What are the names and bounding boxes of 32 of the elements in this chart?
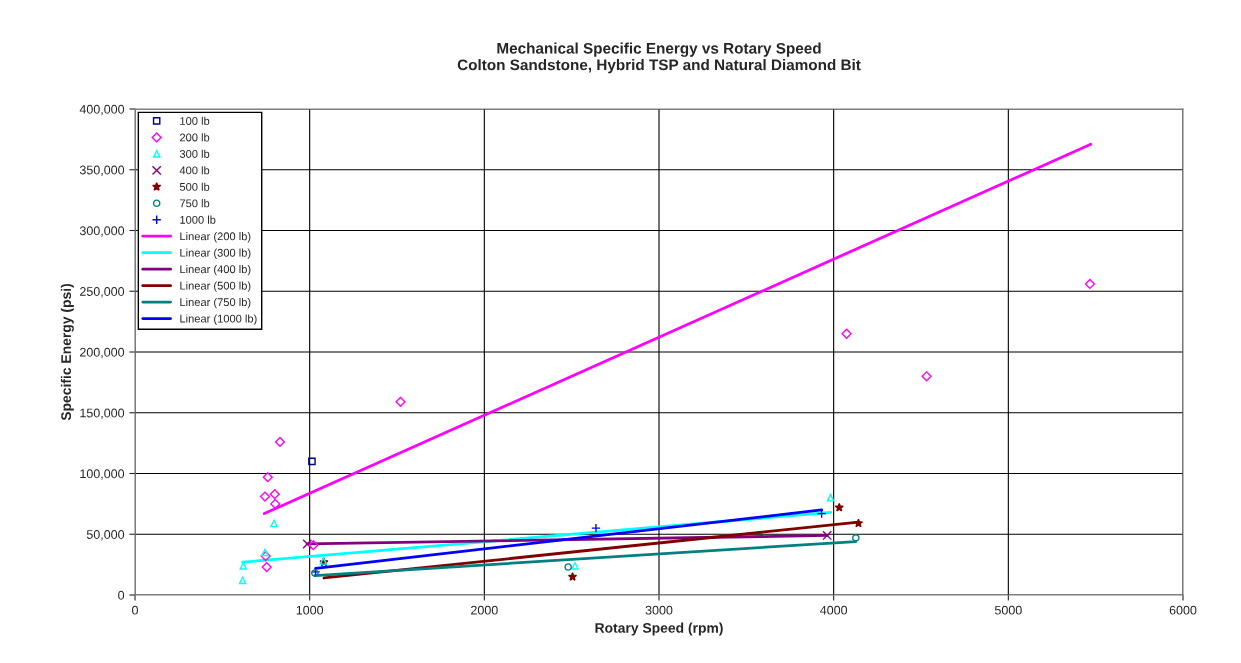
legend-label: Linear (400 lb) [180,265,251,276]
legend-label: Linear (750 lb) [180,297,251,309]
x-tick-label: 1000 [296,605,324,615]
legend-label: Linear (1000 lb) [180,314,257,325]
y-tick-label: 50,000 [86,530,125,541]
y-tick-label: 250,000 [80,287,125,298]
x-tick-label: 3000 [645,605,673,615]
y-tick-label: 350,000 [79,165,125,176]
chart-title: Mechanical Specific Energy vs Rotary Speed Colton Sandstone, Hybrid TSP and Natural Diamond Bit [457,42,861,74]
y-tick-label: 150,000 [80,408,125,419]
legend-label: Linear (500 lb) [180,281,251,292]
legend-label: 100 lb [180,116,210,125]
y-tick-label: 0 [118,590,125,600]
x-tick-label: 6000 [1169,605,1197,615]
legend-label: 400 lb [179,166,210,175]
x-tick-label: 4000 [820,605,848,615]
y-tick-label: 100,000 [80,469,125,480]
legend-label: Linear (300 lb) [180,248,251,259]
legend-label: Linear (200 lb) [180,232,251,243]
legend-label: 300 lb [179,149,210,158]
legend-label: 750 lb [180,199,210,208]
y-tick-label: 400,000 [79,104,125,116]
y-tick-label: 300,000 [79,226,125,237]
x-axis-title: Rotary Speed (rpm) [595,622,723,636]
legend-label: 1000 lb [180,215,216,224]
x-tick-label: 0 [132,605,138,615]
x-tick-label: 5000 [994,605,1022,615]
y-axis-title: Specific Energy (psi) [60,283,74,421]
legend-label: 500 lb [179,182,210,191]
legend-label: 200 lb [180,133,210,142]
x-tick-label: 2000 [471,605,498,615]
y-tick-label: 200,000 [80,347,125,359]
